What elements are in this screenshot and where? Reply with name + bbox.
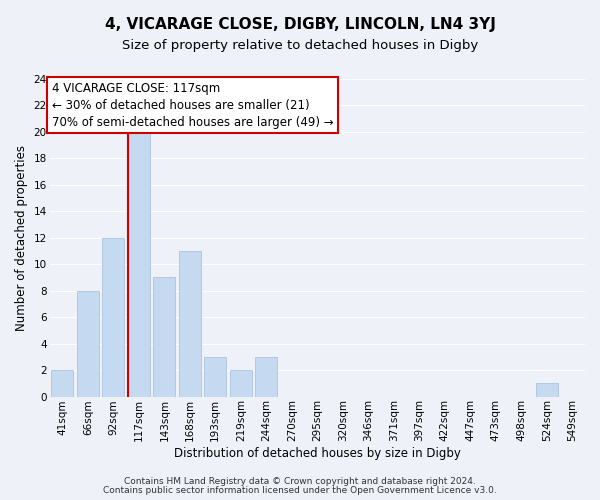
Text: 4, VICARAGE CLOSE, DIGBY, LINCOLN, LN4 3YJ: 4, VICARAGE CLOSE, DIGBY, LINCOLN, LN4 3… bbox=[104, 18, 496, 32]
Bar bbox=[52, 370, 73, 396]
Y-axis label: Number of detached properties: Number of detached properties bbox=[15, 145, 28, 331]
Text: Contains public sector information licensed under the Open Government Licence v3: Contains public sector information licen… bbox=[103, 486, 497, 495]
Text: 4 VICARAGE CLOSE: 117sqm
← 30% of detached houses are smaller (21)
70% of semi-d: 4 VICARAGE CLOSE: 117sqm ← 30% of detach… bbox=[52, 82, 334, 128]
Bar bbox=[205, 357, 226, 397]
Bar bbox=[103, 238, 124, 396]
Bar bbox=[230, 370, 251, 396]
Bar bbox=[536, 384, 557, 396]
Text: Size of property relative to detached houses in Digby: Size of property relative to detached ho… bbox=[122, 39, 478, 52]
X-axis label: Distribution of detached houses by size in Digby: Distribution of detached houses by size … bbox=[174, 447, 461, 460]
Bar bbox=[179, 251, 200, 396]
Bar bbox=[256, 357, 277, 397]
Bar bbox=[128, 132, 149, 396]
Text: Contains HM Land Registry data © Crown copyright and database right 2024.: Contains HM Land Registry data © Crown c… bbox=[124, 477, 476, 486]
Bar bbox=[154, 278, 175, 396]
Bar bbox=[77, 290, 98, 397]
